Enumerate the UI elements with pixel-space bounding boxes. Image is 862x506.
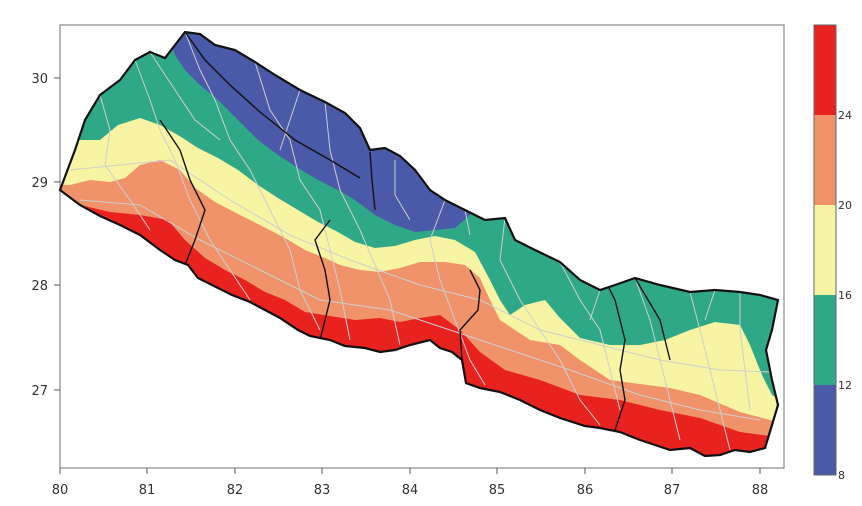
- colorbar-band-20: [814, 115, 836, 205]
- colorbar-label: 20: [838, 199, 852, 212]
- colorbar-frame: [813, 24, 837, 476]
- x-tick-label: 87: [664, 483, 681, 498]
- x-tick-label: 80: [52, 483, 69, 498]
- zone-boundaries: [159, 32, 671, 431]
- x-tick-labels: 80 81 82 83 84 85 86 87 88: [52, 483, 769, 498]
- y-tick-label: 29: [31, 176, 48, 191]
- colorbar-label: 8: [838, 469, 845, 482]
- x-tick-label: 85: [489, 483, 506, 498]
- x-tick-label: 84: [402, 483, 419, 498]
- colorbar-label: 12: [838, 379, 852, 392]
- nepal-border: [58, 30, 780, 458]
- colorbar-band-8: [814, 385, 836, 475]
- y-tick-label: 27: [31, 384, 48, 399]
- x-tick-label: 81: [139, 483, 156, 498]
- x-tick-label: 88: [752, 483, 769, 498]
- x-axis: [59, 468, 761, 474]
- colorbar: 24 20 16 12 8: [813, 24, 852, 482]
- colorbar-label: 24: [838, 109, 852, 122]
- y-tick-labels: 30 29 28 27: [31, 72, 48, 399]
- x-tick-label: 82: [227, 483, 244, 498]
- colorbar-label: 16: [838, 289, 852, 302]
- y-axis: [54, 77, 60, 391]
- colorbar-band-16: [814, 205, 836, 295]
- y-tick-label: 30: [31, 72, 48, 87]
- district-boundaries: [69, 32, 771, 451]
- colorbar-band-24: [814, 25, 836, 115]
- x-tick-label: 86: [577, 483, 594, 498]
- colorbar-band-12: [814, 295, 836, 385]
- x-tick-label: 83: [314, 483, 331, 498]
- y-tick-label: 28: [31, 279, 48, 294]
